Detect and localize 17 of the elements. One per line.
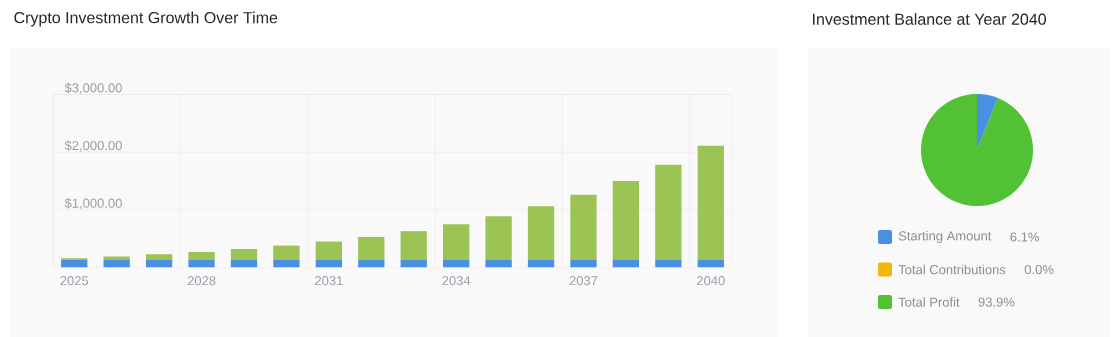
- x-tick-label: 2025: [60, 276, 89, 286]
- data-label: 93.9%: [978, 297, 1015, 307]
- y-tick-label: $2,000.00: [64, 140, 122, 152]
- chart-title: Investment Balance at Year 2040: [813, 13, 1046, 25]
- y-tick-label: $3,000.00: [64, 82, 122, 94]
- x-tick-label: 2040: [696, 276, 725, 286]
- text: 0.0%: [1024, 264, 1054, 275]
- x-tick-label: 2031: [315, 276, 343, 286]
- legend-label: Starting Amount: [898, 230, 992, 244]
- x-tick-label: 2034: [442, 276, 471, 286]
- x-tick-label: 2037: [569, 276, 598, 286]
- legend-label: Total Contributions: [898, 264, 1006, 275]
- x-tick-label: 2028: [187, 276, 216, 286]
- legend-label: Total Profit: [898, 297, 960, 307]
- y-tick-label: $1,000.00: [64, 198, 122, 210]
- data-label: 6.1%: [1010, 232, 1039, 242]
- chart-title: Crypto Investment Growth Over Time: [14, 11, 278, 27]
